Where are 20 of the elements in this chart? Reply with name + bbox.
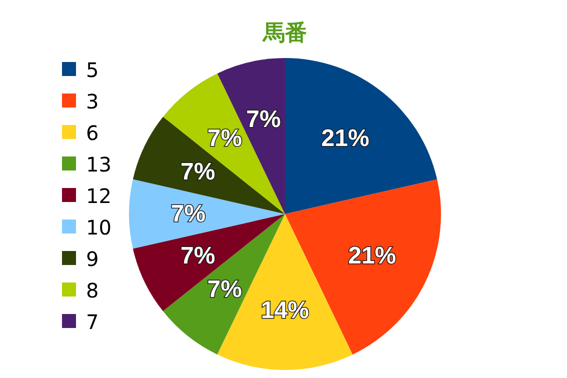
legend-label: 12 — [86, 184, 112, 208]
legend-label: 6 — [86, 121, 99, 145]
data-label: 7% — [207, 276, 242, 304]
data-label: 7% — [180, 242, 216, 270]
legend-label: 13 — [86, 152, 112, 176]
chart-title: 馬番 — [262, 21, 307, 46]
data-label: 7% — [246, 106, 281, 134]
legend-label: 10 — [86, 216, 112, 240]
pie-slice — [285, 58, 438, 214]
data-label: 7% — [207, 124, 242, 152]
data-label: 7% — [170, 200, 206, 228]
legend-label: 3 — [86, 90, 99, 114]
data-label: 7% — [180, 158, 216, 186]
legend-label: 8 — [86, 278, 99, 302]
data-label: 14% — [260, 297, 309, 324]
legend-label: 7 — [86, 310, 99, 334]
legend-label: 5 — [86, 58, 99, 82]
data-label: 21% — [321, 124, 370, 152]
data-label: 21% — [348, 242, 396, 270]
legend-label: 9 — [86, 247, 99, 271]
